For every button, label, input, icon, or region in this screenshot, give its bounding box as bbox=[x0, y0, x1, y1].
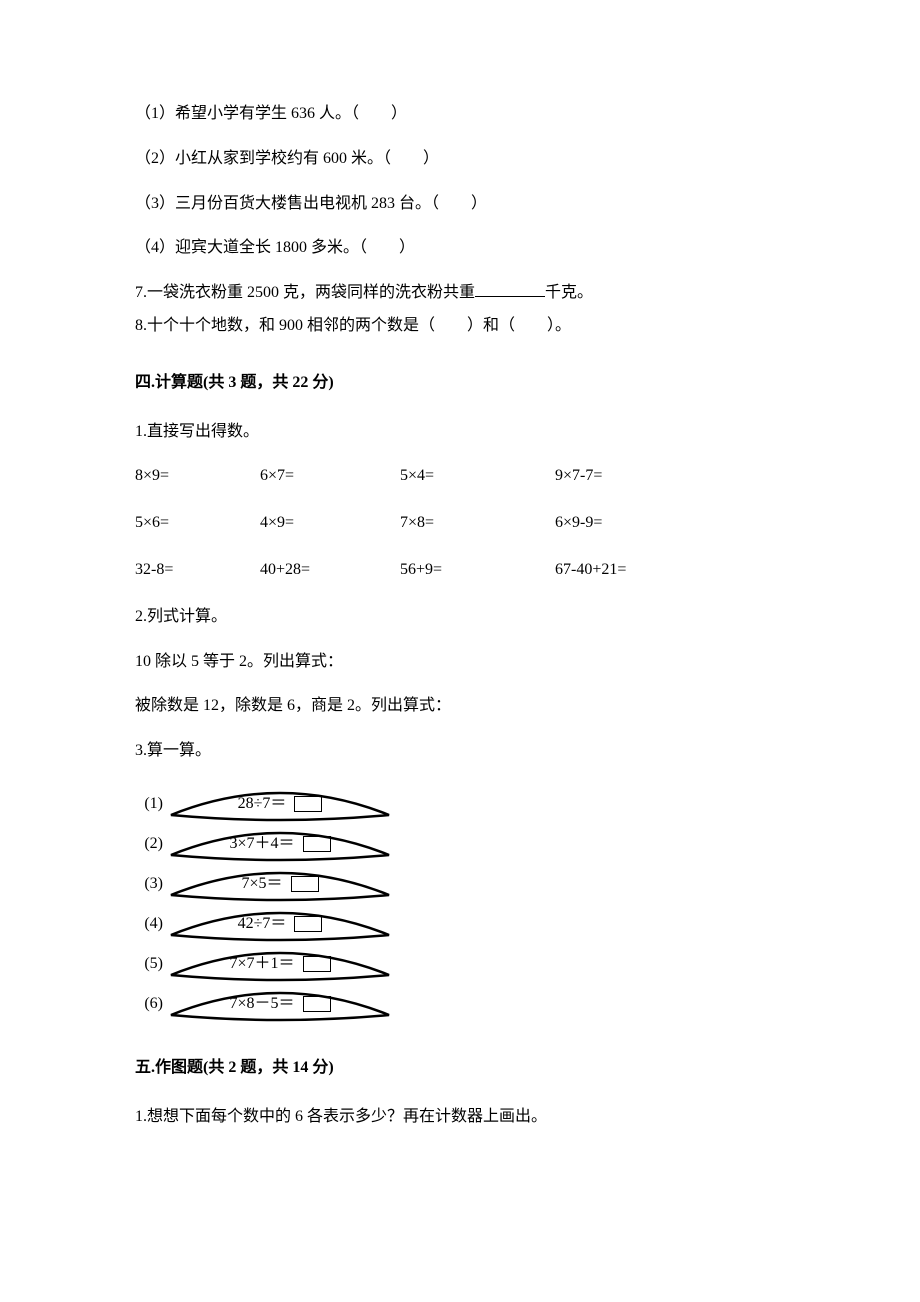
leaf-number: (5) bbox=[135, 950, 165, 979]
answer-box bbox=[291, 876, 319, 892]
leaf-shape: 7×5＝ bbox=[165, 865, 395, 903]
cell: 56+9= bbox=[400, 556, 555, 585]
cell: 7×8= bbox=[400, 509, 555, 538]
question-item-1: （1）希望小学有学生 636 人。（ ） bbox=[135, 100, 785, 129]
leaf-row: (2) 3×7＋4＝ bbox=[135, 824, 785, 864]
cell: 8×9= bbox=[135, 462, 260, 491]
leaf-content: 7×5＝ bbox=[165, 865, 395, 903]
question-7: 7.一袋洗衣粉重 2500 克，两袋同样的洗衣粉共重 千克。 bbox=[135, 279, 785, 308]
leaf-expression: 42÷7＝ bbox=[238, 910, 287, 939]
math-row-3: 32-8= 40+28= 56+9= 67-40+21= bbox=[135, 556, 785, 585]
question-8: 8.十个十个地数，和 900 相邻的两个数是（ ）和（ ）。 bbox=[135, 312, 785, 341]
answer-box bbox=[294, 916, 322, 932]
math-row-2: 5×6= 4×9= 7×8= 6×9-9= bbox=[135, 509, 785, 538]
leaf-expression: 28÷7＝ bbox=[238, 790, 287, 819]
question-item-4: （4）迎宾大道全长 1800 多米。（ ） bbox=[135, 234, 785, 263]
section5-q1: 1.想想下面每个数中的 6 各表示多少？再在计数器上画出。 bbox=[135, 1103, 785, 1132]
leaf-expression: 3×7＋4＝ bbox=[229, 830, 294, 859]
leaf-expression: 7×7＋1＝ bbox=[229, 950, 294, 979]
answer-box bbox=[303, 836, 331, 852]
math-row-1: 8×9= 6×7= 5×4= 9×7-7= bbox=[135, 462, 785, 491]
leaf-shape: 7×7＋1＝ bbox=[165, 945, 395, 983]
question-item-2: （2）小红从家到学校约有 600 米。（ ） bbox=[135, 145, 785, 174]
section-5-header: 五.作图题(共 2 题，共 14 分) bbox=[135, 1054, 785, 1083]
text: （2）小红从家到学校约有 600 米。（ ） bbox=[135, 150, 439, 167]
leaf-content: 3×7＋4＝ bbox=[165, 825, 395, 863]
cell: 5×4= bbox=[400, 462, 555, 491]
leaf-expression: 7×5＝ bbox=[241, 870, 282, 899]
leaf-shape: 3×7＋4＝ bbox=[165, 825, 395, 863]
text: 1.直接写出得数。 bbox=[135, 423, 259, 440]
text: （4）迎宾大道全长 1800 多米。（ ） bbox=[135, 239, 415, 256]
section4-q3-title: 3.算一算。 bbox=[135, 737, 785, 766]
blank-fill bbox=[475, 281, 545, 297]
cell: 5×6= bbox=[135, 509, 260, 538]
text: 8.十个十个地数，和 900 相邻的两个数是（ ）和（ ）。 bbox=[135, 317, 571, 334]
cell: 6×7= bbox=[260, 462, 400, 491]
leaf-content: 7×8－5＝ bbox=[165, 985, 395, 1023]
leaf-number: (1) bbox=[135, 790, 165, 819]
q7-pre: 7.一袋洗衣粉重 2500 克，两袋同样的洗衣粉共重 bbox=[135, 284, 475, 301]
text: 被除数是 12，除数是 6，商是 2。列出算式： bbox=[135, 697, 451, 714]
cell: 67-40+21= bbox=[555, 556, 785, 585]
text: 四.计算题(共 3 题，共 22 分) bbox=[135, 374, 334, 391]
math-grid: 8×9= 6×7= 5×4= 9×7-7= 5×6= 4×9= 7×8= 6×9… bbox=[135, 462, 785, 584]
leaf-number: (2) bbox=[135, 830, 165, 859]
section4-q2-line2: 被除数是 12，除数是 6，商是 2。列出算式： bbox=[135, 692, 785, 721]
leaf-row: (4) 42÷7＝ bbox=[135, 904, 785, 944]
cell: 40+28= bbox=[260, 556, 400, 585]
text: 10 除以 5 等于 2。列出算式： bbox=[135, 653, 343, 670]
answer-box bbox=[294, 796, 322, 812]
leaf-row: (1) 28÷7＝ bbox=[135, 784, 785, 824]
leaf-shape: 28÷7＝ bbox=[165, 785, 395, 823]
section4-q1-title: 1.直接写出得数。 bbox=[135, 418, 785, 447]
q7-post: 千克。 bbox=[545, 284, 593, 301]
leaf-shape: 7×8－5＝ bbox=[165, 985, 395, 1023]
leaf-row: (3) 7×5＝ bbox=[135, 864, 785, 904]
answer-box bbox=[303, 956, 331, 972]
leaf-content: 28÷7＝ bbox=[165, 785, 395, 823]
leaf-row: (5) 7×7＋1＝ bbox=[135, 944, 785, 984]
question-item-3: （3）三月份百货大楼售出电视机 283 台。（ ） bbox=[135, 190, 785, 219]
answer-box bbox=[303, 996, 331, 1012]
text: 2.列式计算。 bbox=[135, 608, 227, 625]
leaf-number: (3) bbox=[135, 870, 165, 899]
leaf-content: 42÷7＝ bbox=[165, 905, 395, 943]
text: 五.作图题(共 2 题，共 14 分) bbox=[135, 1059, 334, 1076]
section4-q2-line1: 10 除以 5 等于 2。列出算式： bbox=[135, 648, 785, 677]
section4-q2-title: 2.列式计算。 bbox=[135, 603, 785, 632]
text: （1）希望小学有学生 636 人。（ ） bbox=[135, 105, 407, 122]
section-4-header: 四.计算题(共 3 题，共 22 分) bbox=[135, 369, 785, 398]
leaf-diagram: (1) 28÷7＝ (2) 3×7＋4＝ (3) 7×5＝ (4) 42÷7＝ (5) 7×7＋1… bbox=[135, 784, 785, 1024]
leaf-number: (6) bbox=[135, 990, 165, 1019]
cell: 9×7-7= bbox=[555, 462, 785, 491]
text: 1.想想下面每个数中的 6 各表示多少？再在计数器上画出。 bbox=[135, 1108, 547, 1125]
cell: 6×9-9= bbox=[555, 509, 785, 538]
leaf-content: 7×7＋1＝ bbox=[165, 945, 395, 983]
leaf-expression: 7×8－5＝ bbox=[229, 990, 294, 1019]
leaf-number: (4) bbox=[135, 910, 165, 939]
text: 3.算一算。 bbox=[135, 742, 211, 759]
leaf-shape: 42÷7＝ bbox=[165, 905, 395, 943]
leaf-row: (6) 7×8－5＝ bbox=[135, 984, 785, 1024]
cell: 32-8= bbox=[135, 556, 260, 585]
cell: 4×9= bbox=[260, 509, 400, 538]
text: （3）三月份百货大楼售出电视机 283 台。（ ） bbox=[135, 195, 487, 212]
